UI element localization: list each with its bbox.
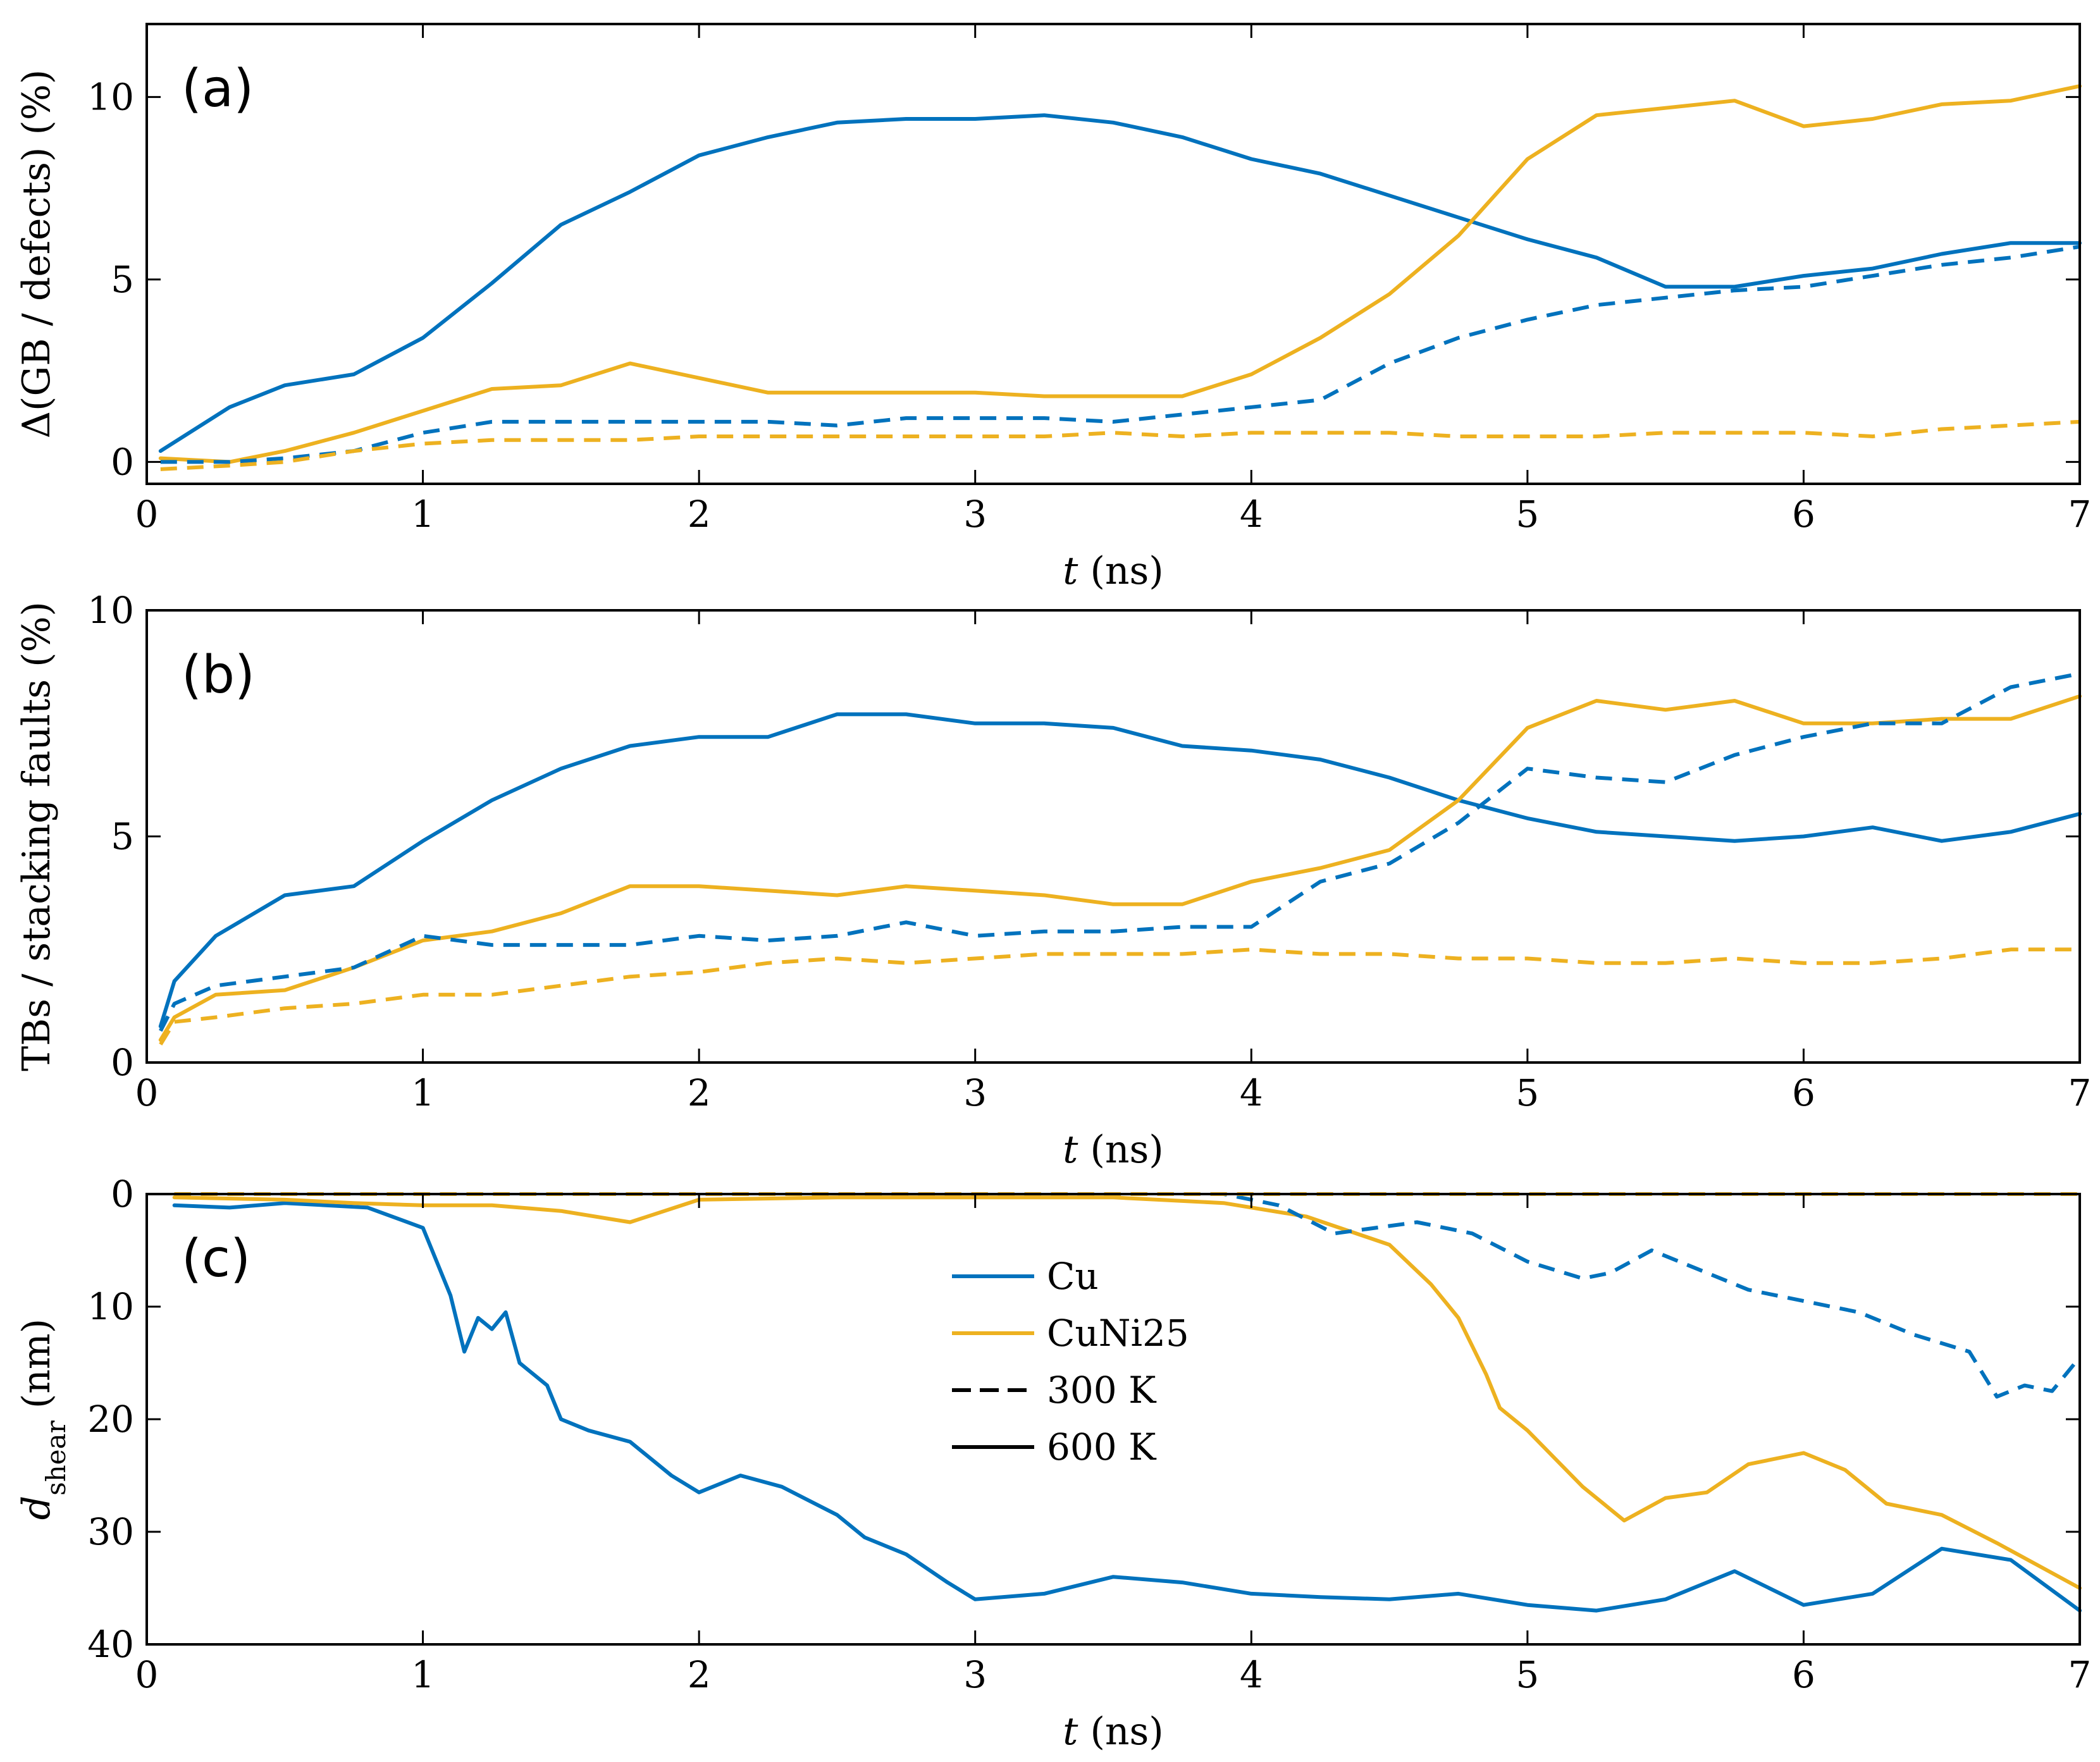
panel-b-x-tick-label: 2	[688, 1071, 711, 1114]
panel-c-x-tick-label: 5	[1516, 1653, 1539, 1696]
panel-b-series-cuni25-300k	[159, 947, 2080, 1045]
panel-c-x-tick-label: 3	[963, 1653, 987, 1696]
panel-a-y-axis-label: Δ(GB / defects) (%)	[15, 70, 59, 439]
panel-b-x-tick-label: 1	[411, 1071, 435, 1114]
panel-c-label: (c)	[182, 1229, 250, 1289]
panel-a-x-tick-label: 7	[2068, 493, 2092, 536]
panel-b-series-cu-300k	[159, 672, 2080, 1032]
panel-c-x-tick-label: 0	[135, 1653, 159, 1696]
panel-c-x-tick-label: 6	[1792, 1653, 1815, 1696]
panel-a-x-tick-label: 4	[1240, 493, 1263, 536]
panel-c-y-tick-label: 0	[111, 1173, 134, 1216]
panel-c-series-cu-600k	[172, 1201, 2082, 1613]
panel-a-ticks-layer: 0 1 2 3 4 5 6 7 0 5 10	[87, 24, 2091, 536]
panel-b-x-tick-label: 6	[1792, 1071, 1815, 1114]
panel-b-y-tick-label: 10	[87, 589, 134, 632]
panel-c-x-tick-label: 7	[2068, 1653, 2092, 1696]
panel-c-series-cu-300k	[174, 1192, 2082, 1399]
panel-b-y-tick-label: 0	[111, 1041, 134, 1084]
panel-c-x-tick-label: 2	[688, 1653, 711, 1696]
panel-b-x-tick-label: 5	[1516, 1071, 1539, 1114]
legend-label-cu: Cu	[1047, 1255, 1099, 1298]
panel-a-y-tick-label: 5	[111, 258, 134, 301]
panel-b-x-tick-label: 4	[1240, 1071, 1263, 1114]
panel-a-y-tick-label: 10	[87, 75, 134, 118]
panel-c-series-cuni25-600k	[172, 1195, 2082, 1590]
panel-a-series-cuni25-300k	[160, 419, 2080, 471]
panel-a-label: (a)	[182, 59, 254, 119]
panel-a-series-cu-600k	[158, 113, 2082, 453]
panel-a-y-tick-label: 0	[111, 440, 134, 483]
panel-a-x-tick-label: 0	[135, 493, 159, 536]
panel-c-axes-frame	[145, 1193, 2081, 1646]
panel-b-x-tick-label: 7	[2068, 1071, 2092, 1114]
panel-c-y-tick-label: 10	[87, 1285, 134, 1328]
panel-a-x-tick-label: 2	[688, 493, 711, 536]
panel-b-series-cu-600k	[158, 712, 2082, 1028]
panel-b-axes-frame	[145, 609, 2081, 1064]
panel-b-ticks-layer: 0 1 2 3 4 5 6 7 0 5 10	[87, 589, 2091, 1114]
panel-c-y-axis-label: dshear (nm)	[15, 1319, 71, 1520]
panel-b-x-tick-label: 3	[963, 1071, 987, 1114]
panel-a: 0 1 2 3 4 5 6 7 0 5 10 (a) t (ns) Δ(GB / defects) …	[15, 23, 2091, 593]
panel-b-series-layer	[158, 672, 2082, 1045]
panel-a-x-tick-label: 1	[411, 493, 435, 536]
legend-label-300k: 300 K	[1047, 1369, 1157, 1412]
legend: Cu CuNi25 300 K 600 K	[952, 1255, 1189, 1469]
legend-label-cuni25: CuNi25	[1047, 1312, 1189, 1355]
panel-c-x-tick-label: 4	[1240, 1653, 1263, 1696]
panel-b-label: (b)	[182, 645, 255, 705]
panel-a-x-axis-label: t (ns)	[1063, 549, 1163, 593]
panel-c-y-tick-label: 40	[87, 1623, 134, 1666]
legend-label-600k: 600 K	[1047, 1426, 1157, 1469]
panel-a-x-tick-label: 3	[963, 493, 987, 536]
panel-c: 0 1 2 3 4 5 6 7 0 10 20 30 40 (c) t (ns) dshear (nm)…	[15, 1173, 2091, 1754]
panel-a-series-layer	[158, 84, 2082, 471]
panel-b-y-tick-label: 5	[111, 815, 134, 858]
panel-b: 0 1 2 3 4 5 6 7 0 5 10 (b) t (ns) TBs / stacking f…	[15, 589, 2091, 1172]
panel-a-axes-frame	[145, 23, 2081, 485]
panel-c-y-tick-label: 30	[87, 1510, 134, 1553]
panel-c-y-tick-label: 20	[87, 1398, 134, 1441]
panel-c-x-axis-label: t (ns)	[1063, 1710, 1163, 1754]
panel-c-ticks-layer: 0 1 2 3 4 5 6 7 0 10 20 30 40	[87, 1173, 2091, 1696]
panel-a-series-cu-300k	[160, 245, 2080, 464]
panel-b-y-axis-label: TBs / stacking faults (%)	[15, 601, 59, 1071]
panel-a-series-cuni25-600k	[158, 84, 2082, 464]
panel-a-x-tick-label: 5	[1516, 493, 1539, 536]
panel-b-series-cuni25-600k	[158, 694, 2082, 1042]
panel-b-x-axis-label: t (ns)	[1063, 1128, 1163, 1172]
panel-b-x-tick-label: 0	[135, 1071, 159, 1114]
panel-c-x-tick-label: 1	[411, 1653, 435, 1696]
panel-a-x-tick-label: 6	[1792, 493, 1815, 536]
